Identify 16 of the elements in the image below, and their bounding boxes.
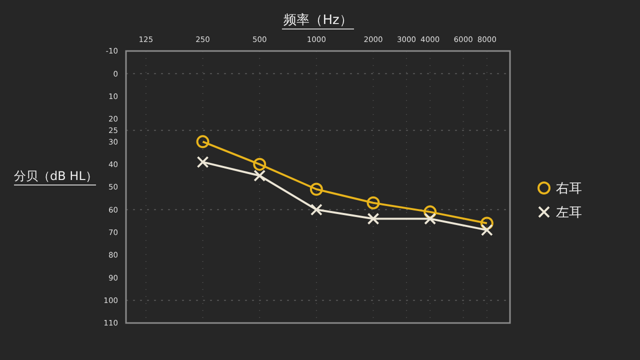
point: [196, 135, 210, 148]
y-axis-title: 分贝（dB HL）: [14, 169, 98, 183]
point: [424, 212, 436, 225]
point: [480, 224, 493, 236]
point: [310, 182, 323, 196]
point: [253, 158, 266, 171]
point: [424, 205, 437, 218]
point: [366, 196, 380, 210]
point: [480, 216, 494, 230]
x-axis-title: 频率（Hz）: [284, 12, 352, 28]
point: [254, 170, 266, 182]
legend-label: 右耳: [556, 182, 582, 197]
point: [367, 212, 380, 225]
point: [196, 156, 209, 168]
legend-label: 左耳: [556, 206, 582, 221]
point: [310, 204, 322, 216]
